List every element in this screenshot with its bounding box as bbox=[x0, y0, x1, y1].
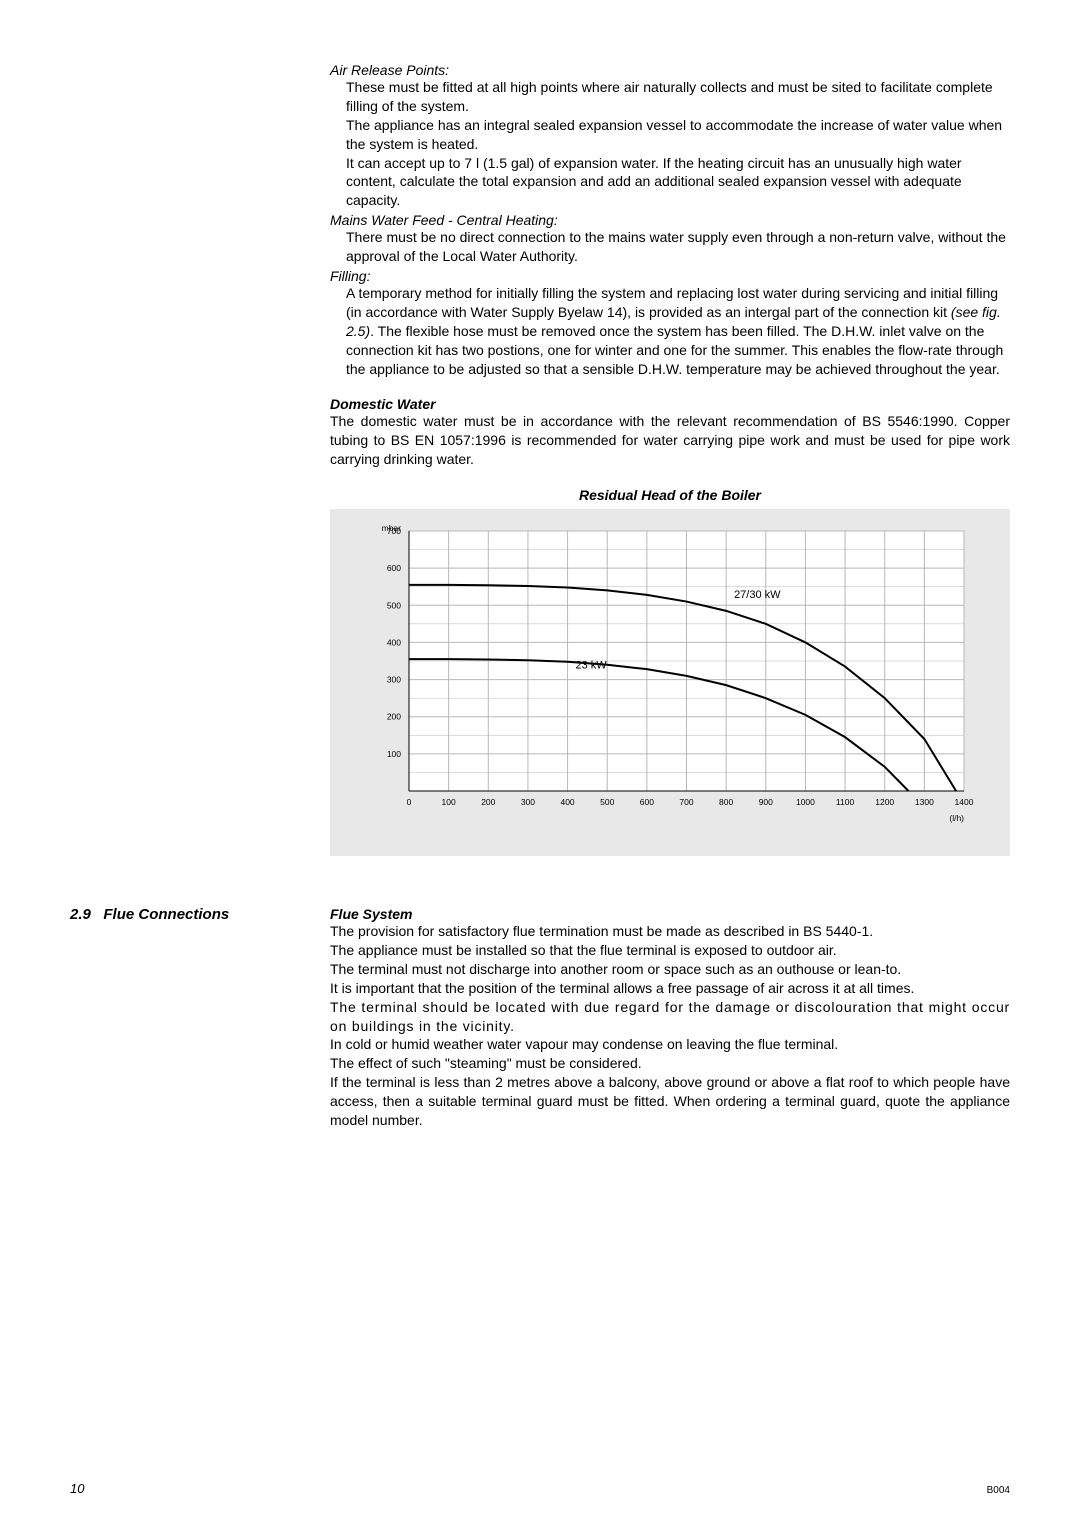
flue-p7: The effect of such "steaming" must be co… bbox=[330, 1054, 1010, 1073]
svg-text:1400: 1400 bbox=[955, 797, 974, 807]
svg-text:300: 300 bbox=[387, 675, 401, 685]
svg-text:600: 600 bbox=[640, 797, 654, 807]
air-release-p1: These must be fitted at all high points … bbox=[330, 78, 1010, 116]
chart-container: Residual Head of the Boiler 100 200 300 400… bbox=[330, 487, 1010, 856]
svg-text:1300: 1300 bbox=[915, 797, 934, 807]
svg-text:mbar: mbar bbox=[382, 523, 402, 533]
svg-text:(l/h): (l/h) bbox=[949, 813, 964, 823]
svg-text:27/30 kW: 27/30 kW bbox=[734, 589, 781, 601]
mains-water-p1: There must be no direct connection to th… bbox=[330, 228, 1010, 266]
domestic-water-body: The domestic water must be in accordance… bbox=[330, 412, 1010, 469]
svg-text:0: 0 bbox=[407, 797, 412, 807]
section-title: Flue Connections bbox=[103, 906, 229, 923]
svg-text:900: 900 bbox=[759, 797, 773, 807]
svg-text:100: 100 bbox=[387, 749, 401, 759]
svg-text:100: 100 bbox=[442, 797, 456, 807]
flue-p5: The terminal should be located with due … bbox=[330, 998, 1010, 1036]
svg-text:1000: 1000 bbox=[796, 797, 815, 807]
page-number: 10 bbox=[70, 1481, 84, 1496]
flue-p1: The provision for satisfactory flue term… bbox=[330, 922, 1010, 941]
section-label: 2.9 Flue Connections bbox=[70, 906, 330, 1130]
chart-title: Residual Head of the Boiler bbox=[330, 487, 1010, 503]
svg-text:600: 600 bbox=[387, 563, 401, 573]
air-release-p2: The appliance has an integral sealed exp… bbox=[330, 116, 1010, 154]
svg-text:500: 500 bbox=[387, 600, 401, 610]
svg-text:300: 300 bbox=[521, 797, 535, 807]
svg-text:700: 700 bbox=[679, 797, 693, 807]
svg-text:200: 200 bbox=[481, 797, 495, 807]
filling-text-1: A temporary method for initially filling… bbox=[346, 285, 998, 320]
svg-text:400: 400 bbox=[560, 797, 574, 807]
chart-background: 100 200 300 400 500 600 700 mbar 0 100 200 300 400 50… bbox=[330, 509, 1010, 856]
flue-p3: The terminal must not discharge into ano… bbox=[330, 960, 1010, 979]
svg-text:200: 200 bbox=[387, 712, 401, 722]
svg-text:800: 800 bbox=[719, 797, 733, 807]
svg-text:500: 500 bbox=[600, 797, 614, 807]
flue-system-heading: Flue System bbox=[330, 906, 1010, 922]
air-release-p3: It can accept up to 7 l (1.5 gal) of exp… bbox=[330, 154, 1010, 211]
filling-heading: Filling: bbox=[330, 268, 1010, 284]
document-code: B004 bbox=[987, 1485, 1010, 1496]
flue-p2: The appliance must be installed so that … bbox=[330, 941, 1010, 960]
domestic-water-heading: Domestic Water bbox=[330, 396, 1010, 412]
section-number: 2.9 bbox=[70, 906, 91, 923]
flue-p6: In cold or humid weather water vapour ma… bbox=[330, 1035, 1010, 1054]
flue-p4: It is important that the position of the… bbox=[330, 979, 1010, 998]
air-release-heading: Air Release Points: bbox=[330, 62, 1010, 78]
flue-p8: If the terminal is less than 2 metres ab… bbox=[330, 1073, 1010, 1130]
filling-text-2: . The flexible hose must be removed once… bbox=[346, 323, 1003, 377]
section-2-9: 2.9 Flue Connections Flue System The pro… bbox=[70, 906, 1010, 1130]
svg-text:1100: 1100 bbox=[836, 797, 855, 807]
svg-text:400: 400 bbox=[387, 638, 401, 648]
svg-text:23 kW: 23 kW bbox=[576, 660, 608, 672]
svg-text:1200: 1200 bbox=[875, 797, 894, 807]
mains-water-heading: Mains Water Feed - Central Heating: bbox=[330, 212, 1010, 228]
residual-head-chart: 100 200 300 400 500 600 700 mbar 0 100 200 300 400 50… bbox=[354, 521, 984, 831]
filling-p1: A temporary method for initially filling… bbox=[330, 284, 1010, 378]
